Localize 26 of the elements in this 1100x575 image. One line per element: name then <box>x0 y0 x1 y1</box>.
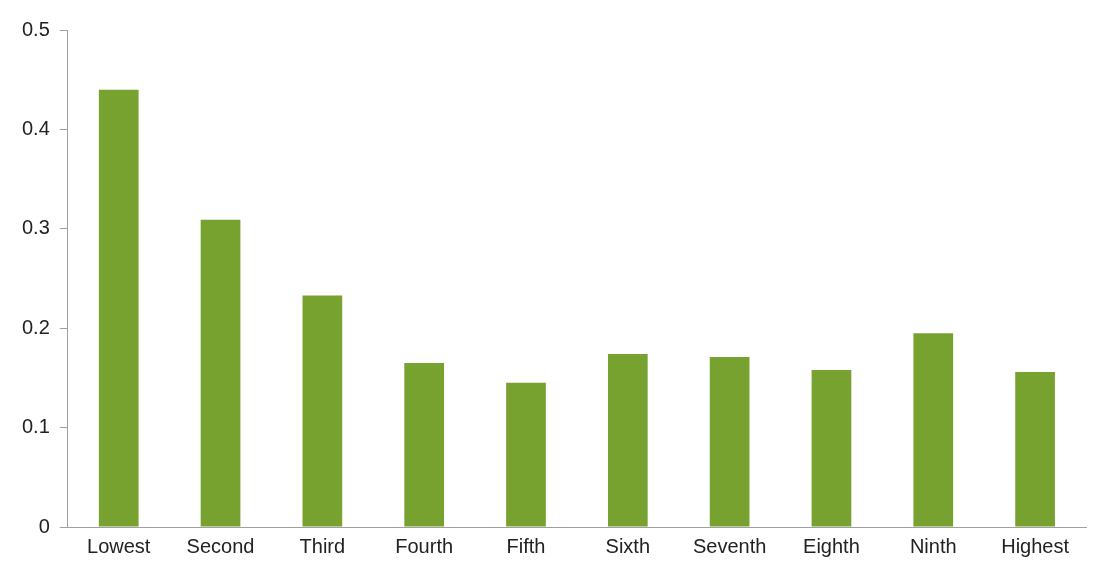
bar <box>200 219 241 527</box>
bar <box>98 89 139 527</box>
bar <box>404 362 445 527</box>
x-tick-label: Third <box>299 534 346 557</box>
x-tick-label: Seventh <box>692 534 767 557</box>
bar <box>1015 371 1055 527</box>
y-tick-label: 0 <box>38 514 50 537</box>
y-tick-label: 0.1 <box>21 415 50 438</box>
bar <box>302 295 343 527</box>
bar <box>811 369 852 527</box>
bar <box>709 357 750 527</box>
x-tick-label: Fourth <box>395 534 454 557</box>
x-tick-label: Fifth <box>506 534 546 557</box>
bar <box>913 333 954 527</box>
y-tick-label: 0.2 <box>21 315 50 338</box>
y-tick-label: 0.4 <box>21 116 50 139</box>
x-tick-label: Second <box>186 534 255 557</box>
bar <box>607 354 648 527</box>
x-tick-label: Ninth <box>909 534 957 557</box>
x-tick-label: Sixth <box>605 534 651 557</box>
x-tick-label: Highest <box>1001 534 1070 557</box>
x-tick-label: Eighth <box>803 534 860 557</box>
x-tick-label: Lowest <box>87 534 151 557</box>
y-tick-label: 0.3 <box>21 216 50 239</box>
y-tick-label: 0.5 <box>21 17 50 40</box>
bar <box>506 382 546 527</box>
